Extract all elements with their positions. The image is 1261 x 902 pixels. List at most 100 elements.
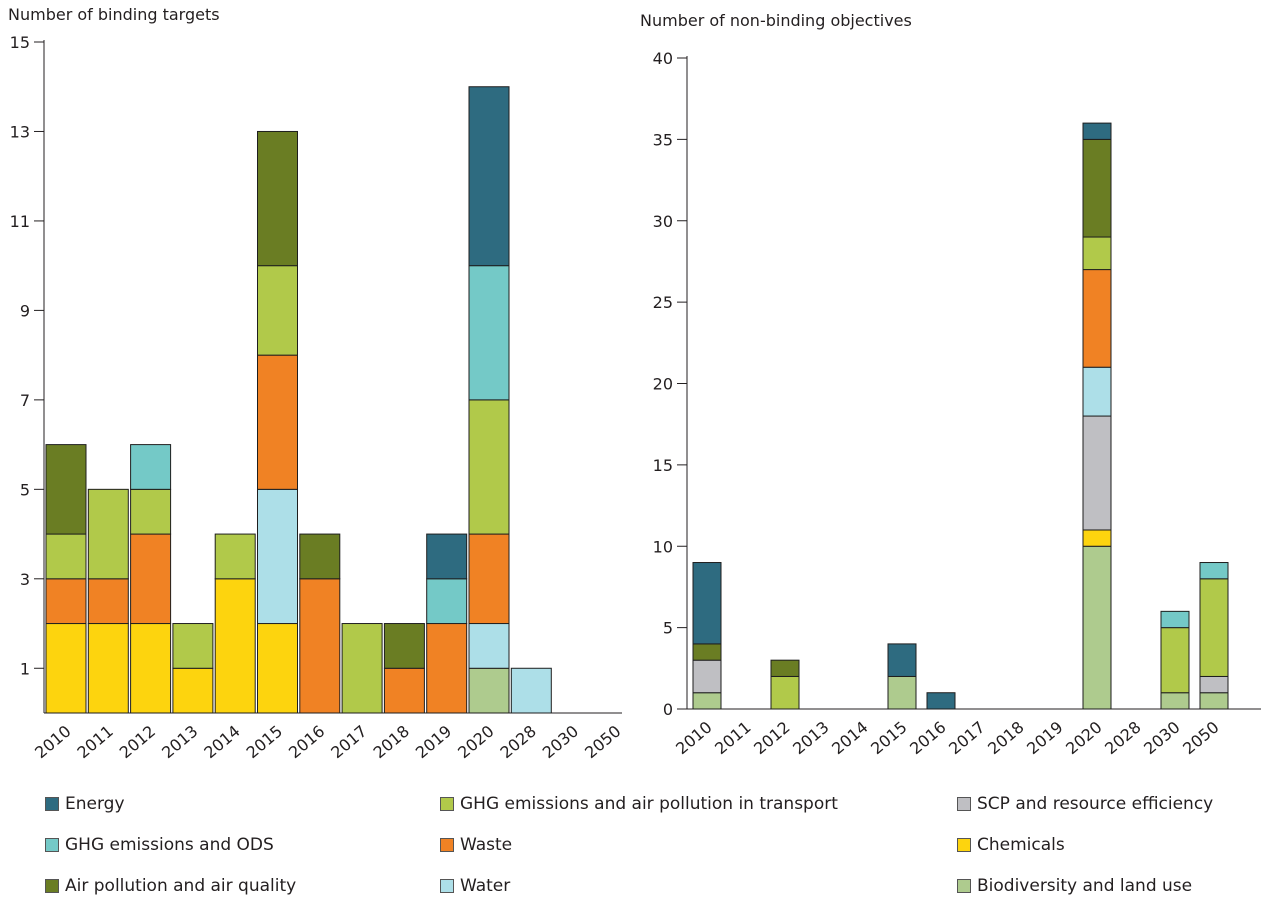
chart-0-x-tick-label: 2011	[73, 722, 116, 763]
chart-0-bar-chemicals-2013	[172, 667, 214, 714]
chart-0-bar-air-2015	[257, 130, 298, 267]
legend-swatch-water	[440, 879, 454, 893]
chart-1-x-tick-label: 2017	[945, 718, 988, 759]
legend-swatch-scp	[957, 797, 971, 811]
chart-1-y-tick-label: 10	[653, 537, 673, 556]
chart-0-bar-water-2020	[468, 623, 510, 669]
chart-1-bar-air-2020	[1082, 138, 1112, 238]
chart-1-y-tick-label: 35	[653, 130, 673, 149]
chart-1-x-tick-label: 2030	[1140, 718, 1183, 759]
chart-0-bar-ghg_ods-2012	[130, 444, 172, 490]
chart-1-bar-transport-2020	[1082, 236, 1112, 271]
chart-1-x-tick-label: 2010	[672, 718, 715, 759]
chart-0-x-tick-label: 2014	[200, 722, 243, 763]
chart-0-y-tick-label: 1	[20, 659, 30, 678]
legend-item-biodiversity: Biodiversity and land use	[957, 876, 1192, 896]
chart-0-bar-waste-2015	[257, 354, 298, 490]
chart-0-bar-transport-2012	[130, 488, 172, 535]
legend-item-scp: SCP and resource efficiency	[957, 794, 1213, 814]
legend-label-transport: GHG emissions and air pollution in trans…	[460, 794, 838, 814]
chart-1-bar-waste-2020	[1082, 269, 1112, 368]
chart-1-x-tick-label: 2014	[828, 718, 871, 759]
chart-0-x-tick-label: 2010	[31, 722, 74, 763]
chart-0-bar-chemicals-2015	[257, 623, 298, 714]
chart-0-bar-waste-2010	[45, 578, 87, 625]
chart-1-bar-transport-2012	[770, 675, 800, 710]
chart-0-bar-transport-2013	[172, 623, 214, 669]
chart-1-y-tick-label: 20	[653, 375, 673, 394]
chart-1-x-tick-label: 2015	[867, 718, 910, 759]
chart-0-y-tick-label: 9	[20, 301, 30, 320]
chart-0-x-tick-label: 2030	[539, 722, 582, 763]
chart-1-x-tick-label: 2018	[984, 718, 1027, 759]
chart-0-y-tick-label: 11	[10, 212, 30, 231]
chart-1-bar-biodiversity-2020	[1082, 545, 1112, 710]
chart-0-bar-air-2016	[299, 533, 341, 580]
chart-0-bar-ghg_ods-2020	[468, 265, 510, 401]
chart-0-bar-transport-2015	[257, 265, 298, 356]
chart-0-x-tick-label: 2028	[496, 722, 539, 763]
chart-0-bar-transport-2014	[214, 533, 256, 580]
chart-1-bar-water-2020	[1082, 366, 1112, 417]
chart-1-y-tick-label: 15	[653, 456, 673, 475]
chart-1-bar-chemicals-2020	[1082, 529, 1112, 547]
chart-1-x-tick-label: 2016	[906, 718, 949, 759]
chart-0-title: Number of binding targets	[8, 5, 220, 24]
legend-item-chemicals: Chemicals	[957, 835, 1065, 855]
legend-label-ghg-ods: GHG emissions and ODS	[65, 835, 274, 855]
legend-label-scp: SCP and resource efficiency	[977, 794, 1214, 814]
chart-0-bar-chemicals-2010	[45, 623, 87, 714]
chart-0-x-tick-label: 2018	[370, 722, 413, 763]
chart-1-y-tick-label: 25	[653, 293, 673, 312]
legend-label-chemicals: Chemicals	[977, 835, 1065, 855]
chart-0-bar-waste-2019	[426, 623, 468, 714]
chart-1-x-tick-label: 2012	[750, 718, 793, 759]
legend-swatch-chemicals	[957, 838, 971, 852]
legend-swatch-energy	[45, 797, 59, 811]
chart-1-bar-energy-2015	[887, 643, 917, 677]
chart-0-bar-water-2015	[257, 488, 298, 625]
chart-0-y-tick-label: 7	[20, 391, 30, 410]
chart-0-bar-waste-2012	[130, 533, 172, 625]
chart-1-bar-biodiversity-2015	[887, 675, 917, 710]
chart-1-bar-ghg_ods-2050	[1199, 562, 1229, 580]
chart-1-bar-energy-2010	[692, 562, 722, 645]
chart-0-bar-transport-2010	[45, 533, 87, 580]
chart-1-bar-air-2012	[770, 659, 800, 677]
chart-1-x-tick-label: 2028	[1101, 718, 1144, 759]
chart-1-y-tick-label: 30	[653, 212, 673, 231]
chart-0-y-tick-label: 3	[20, 570, 30, 589]
chart-1-x-tick-label: 2050	[1179, 718, 1222, 759]
legend-label-air: Air pollution and air quality	[65, 876, 297, 896]
chart-0-x-tick-label: 2017	[327, 722, 370, 763]
chart-0-x-tick-label: 2016	[285, 722, 328, 763]
chart-0-bar-transport-2011	[87, 488, 129, 580]
chart-0-bar-air-2010	[45, 444, 87, 535]
chart-0-bar-transport-2020	[468, 399, 510, 535]
chart-1-bar-air-2010	[692, 643, 722, 661]
chart-1-y-tick-label: 0	[663, 700, 673, 719]
chart-1-x-tick-label: 2020	[1062, 718, 1105, 759]
chart-0-x-tick-label: 2012	[116, 722, 159, 763]
chart-1-bar-energy-2016	[926, 692, 956, 710]
chart-0-bar-biodiversity-2020	[468, 667, 510, 714]
chart-0-bar-chemicals-2011	[87, 623, 129, 714]
chart-0-x-tick-label: 2015	[243, 722, 286, 763]
chart-1-y-tick-label: 5	[663, 619, 673, 638]
chart-0-y-tick-label: 13	[10, 122, 30, 141]
chart-0-bar-water-2028	[510, 667, 552, 714]
chart-0-bar-energy-2020	[468, 86, 510, 267]
chart-1-bar-scp-2050	[1199, 675, 1229, 694]
chart-0-bar-chemicals-2014	[214, 578, 256, 714]
chart-0-bar-energy-2019	[426, 533, 468, 580]
legend-label-waste: Waste	[460, 835, 513, 855]
legend-swatch-waste	[440, 838, 454, 852]
chart-1-bar-biodiversity-2030	[1160, 692, 1190, 710]
chart-0-x-tick-label: 2019	[412, 722, 455, 763]
legend-item-waste: Waste	[440, 835, 512, 855]
chart-0-bar-chemicals-2012	[130, 623, 172, 714]
chart-1-bar-transport-2050	[1199, 578, 1229, 677]
chart-0-bar-waste-2016	[299, 578, 341, 714]
chart-1-bar-biodiversity-2050	[1199, 692, 1229, 710]
chart-0-bar-waste-2018	[383, 667, 425, 714]
